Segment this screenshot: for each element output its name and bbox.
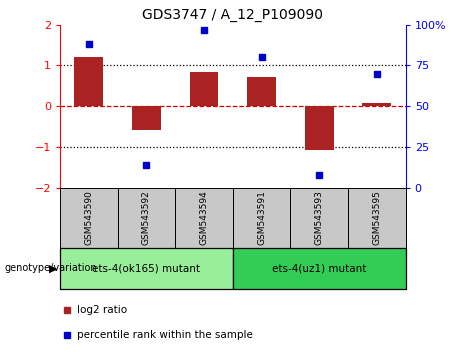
Text: genotype/variation: genotype/variation [5,263,97,273]
Text: GSM543593: GSM543593 [315,190,324,245]
Text: ets-4(ok165) mutant: ets-4(ok165) mutant [92,263,201,273]
Bar [362,103,391,106]
Text: GSM543590: GSM543590 [84,190,93,245]
Title: GDS3747 / A_12_P109090: GDS3747 / A_12_P109090 [142,8,323,22]
Bar [233,248,406,289]
Bar [348,188,406,248]
Bar [290,188,348,248]
Text: GSM543592: GSM543592 [142,190,151,245]
Bar [305,106,334,150]
Text: GSM543594: GSM543594 [200,190,208,245]
Bar [118,188,175,248]
Text: log2 ratio: log2 ratio [77,305,127,315]
Text: ets-4(uz1) mutant: ets-4(uz1) mutant [272,263,366,273]
Bar [60,188,118,248]
Text: percentile rank within the sample: percentile rank within the sample [77,330,253,339]
Text: GSM543595: GSM543595 [372,190,381,245]
Bar [175,188,233,248]
Bar [189,72,219,106]
Text: ▶: ▶ [49,263,58,273]
Bar [132,106,161,130]
Text: GSM543591: GSM543591 [257,190,266,245]
Bar [74,57,103,106]
Bar [247,77,276,106]
Bar [233,188,290,248]
Bar [60,248,233,289]
